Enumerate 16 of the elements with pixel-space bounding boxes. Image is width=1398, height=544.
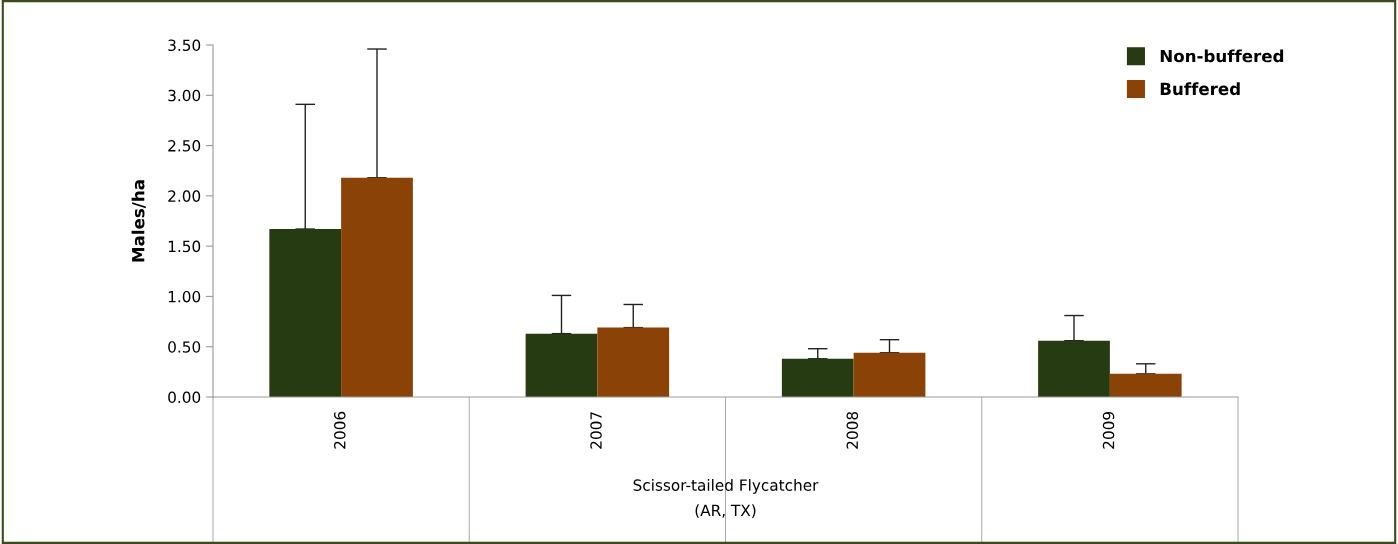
x-tick-label: 2009 (1102, 411, 1115, 449)
x-tick-label: 2007 (590, 412, 602, 449)
y-tick-label: 0.50 (168, 341, 201, 353)
y-tick-label: 3.50 (168, 39, 201, 52)
x-tick-label: 2008 (846, 411, 859, 449)
y-tick-label: 2.00 (168, 190, 201, 202)
y-axis-title: Males/ha (131, 180, 146, 262)
y-tick-label: 0.00 (168, 391, 201, 404)
y-tick-label: 2.50 (168, 140, 201, 152)
y-tick-label: 1.50 (168, 240, 201, 253)
x-axis-title: Scissor-tailed Flycatcher (AR, TX) (633, 479, 819, 518)
legend-label: Buffered (1160, 82, 1240, 96)
legend-label: Non-buffered (1160, 49, 1284, 63)
y-tick-label: 3.00 (168, 89, 201, 102)
x-tick-label: 2006 (334, 411, 346, 449)
y-tick-label: 1.00 (168, 290, 201, 303)
